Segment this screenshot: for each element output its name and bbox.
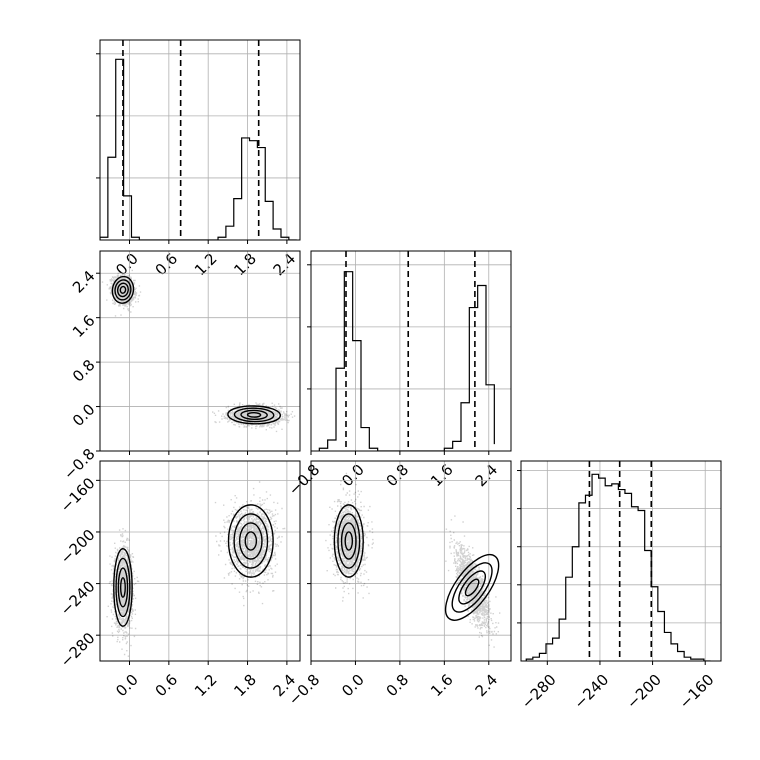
- plot-area: [100, 40, 297, 240]
- panel-hist-p1: 0.0 0.6 1.2 1.8 2.4: [96, 39, 301, 280]
- panel-frame: [310, 250, 512, 452]
- x-tick-label: 2.4: [472, 461, 502, 491]
- histogram-step: [525, 473, 711, 661]
- panel-frame: [99, 39, 301, 241]
- contour-level: [464, 578, 480, 597]
- contour-level: [240, 409, 268, 421]
- contour-level: [233, 513, 269, 569]
- contour-level: [340, 522, 357, 560]
- x-tick-label: 1.6: [427, 461, 457, 491]
- x-tick-label: 0.0: [338, 461, 368, 491]
- x-tick-label: 0.8: [383, 461, 413, 491]
- scatter-points: [106, 481, 286, 657]
- contour-level: [114, 279, 132, 301]
- contour-level: [117, 567, 129, 608]
- x-tick-label: 0.6: [152, 250, 182, 280]
- contour-level: [333, 504, 364, 578]
- y-tick-label: 1.6: [69, 311, 99, 341]
- x-tick-label: 0.0: [112, 671, 142, 701]
- y-tick-label: −200: [57, 526, 99, 568]
- contour-level: [444, 553, 500, 621]
- y-tick-label: −240: [57, 577, 99, 619]
- x-tick-label: 1.8: [230, 250, 260, 280]
- x-tick-label: 1.6: [427, 671, 457, 701]
- contour-level: [111, 275, 135, 304]
- contour-level: [233, 407, 275, 423]
- contour-level: [337, 513, 361, 569]
- panel-scatter-p1-p2: −0.8 0.0 0.8 1.6 2.4: [60, 250, 301, 483]
- y-tick-label: 0.0: [69, 400, 99, 430]
- y-tick-label: −280: [57, 629, 99, 671]
- plot-area: [101, 269, 296, 433]
- panel-hist-p3: −280 −240 −200 −160: [517, 460, 722, 713]
- histogram-step: [318, 271, 495, 451]
- panel-scatter-p2-p3: −0.8 0.0 0.8 1.6 2.4: [285, 460, 512, 709]
- plot-area: [106, 481, 286, 657]
- panel-frame: [99, 460, 301, 662]
- contour-level: [244, 531, 258, 551]
- x-tick-label: −280: [518, 671, 560, 713]
- x-tick-label: 1.2: [191, 671, 221, 701]
- x-tick-label: −240: [570, 671, 612, 713]
- contour-level: [113, 548, 133, 627]
- contour-level: [119, 577, 126, 598]
- panel-scatter-p1-p3: 0.0 0.6 1.2 1.8 2.4−280−240−200−160: [57, 460, 301, 701]
- x-tick-label: −200: [623, 671, 665, 713]
- x-tick-label: 0.0: [338, 671, 368, 701]
- plot-area: [325, 472, 501, 648]
- contour-level: [115, 557, 131, 618]
- x-tick-label: 0.8: [383, 671, 413, 701]
- y-tick-label: 2.4: [69, 267, 99, 297]
- contour-level: [116, 282, 129, 298]
- x-tick-label: 2.4: [472, 671, 502, 701]
- contour-level: [344, 531, 354, 551]
- panel-hist-p2: −0.8 0.0 0.8 1.6 2.4: [285, 250, 512, 499]
- contour-level: [238, 522, 263, 560]
- y-tick-label: −160: [57, 474, 99, 516]
- panel-frame: [99, 250, 301, 452]
- y-tick-label: −0.8: [60, 445, 98, 483]
- contour-level: [458, 570, 487, 605]
- plot-area: [525, 461, 711, 661]
- contour-level: [451, 562, 493, 613]
- x-tick-label: 1.8: [230, 671, 260, 701]
- plot-area: [318, 251, 495, 451]
- contour-level: [119, 285, 127, 294]
- contour-level: [227, 504, 274, 578]
- x-tick-label: 0.6: [152, 671, 182, 701]
- scatter-points: [325, 472, 501, 648]
- y-tick-label: 0.8: [69, 356, 99, 386]
- panel-frame: [520, 460, 722, 662]
- x-tick-label: −0.8: [285, 461, 323, 499]
- contour-level: [246, 411, 262, 418]
- scatter-points: [101, 269, 296, 433]
- panel-frame: [310, 460, 512, 662]
- x-tick-label: 1.2: [191, 250, 221, 280]
- x-tick-label: −160: [676, 671, 718, 713]
- contour-level: [227, 405, 282, 425]
- x-tick-label: 2.4: [270, 250, 300, 280]
